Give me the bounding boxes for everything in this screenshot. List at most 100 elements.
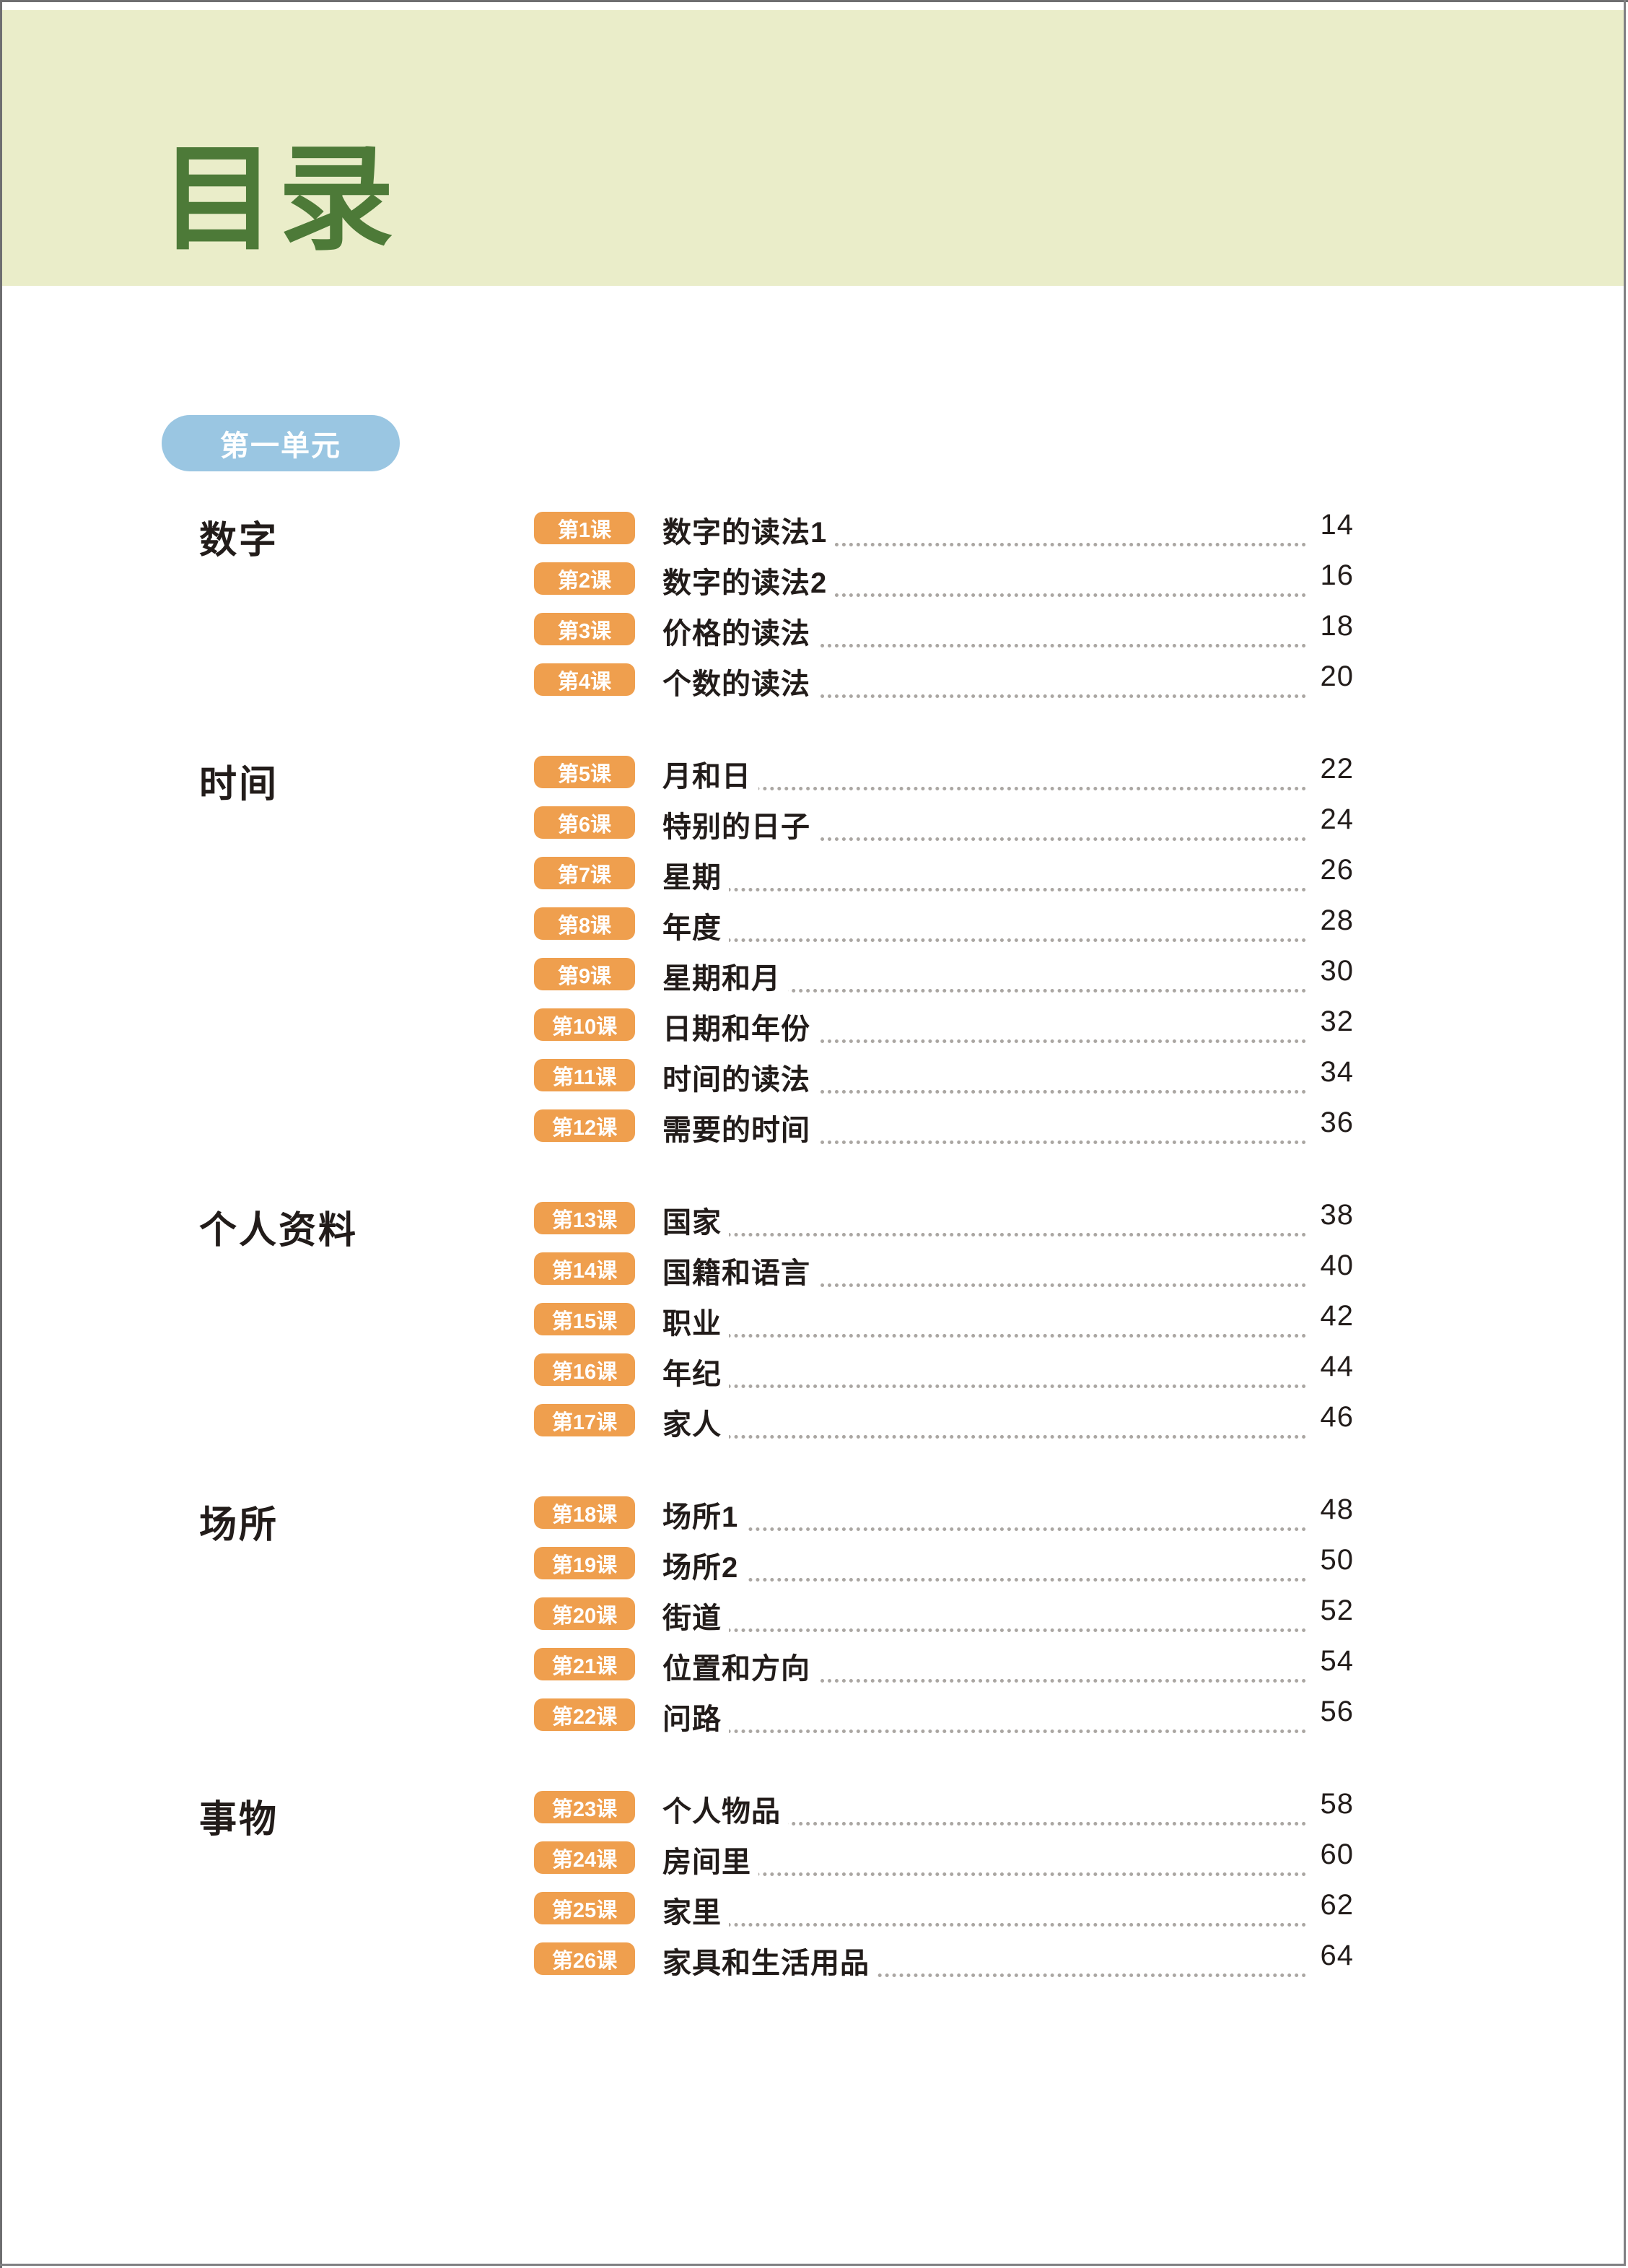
- lesson-row[interactable]: 第9课 星期和月 30: [0, 951, 1628, 1002]
- lesson-title[interactable]: 房间里: [662, 1839, 758, 1880]
- section-heading: 个人资料: [199, 1210, 359, 1252]
- lesson-row[interactable]: 第14课 国籍和语言 40: [0, 1246, 1628, 1296]
- lesson-page-number: 36: [1320, 1107, 1354, 1138]
- lesson-number-badge: 第3课: [534, 613, 635, 645]
- section-heading: 数字: [199, 520, 279, 562]
- lesson-page-number: 28: [1320, 904, 1354, 936]
- lesson-row[interactable]: 第15课 职业 42: [0, 1296, 1628, 1347]
- lesson-row[interactable]: 第1课 数字的读法1 14: [0, 505, 1628, 556]
- lesson-row[interactable]: 第6课 特别的日子 24: [0, 800, 1628, 850]
- lesson-row[interactable]: 第21课 位置和方向 54: [0, 1641, 1628, 1692]
- lesson-row[interactable]: 第10课 日期和年份 32: [0, 1002, 1628, 1052]
- lesson-row[interactable]: 第17课 家人 46: [0, 1397, 1628, 1448]
- lesson-page-number: 38: [1320, 1199, 1354, 1231]
- dot-leader: [662, 1431, 1306, 1439]
- lesson-title[interactable]: 年度: [662, 904, 729, 946]
- dot-leader: [662, 1137, 1306, 1144]
- lesson-page-number: 64: [1320, 1940, 1354, 1971]
- dot-leader: [662, 985, 1306, 993]
- lesson-number-badge: 第24课: [534, 1841, 635, 1874]
- dot-leader: [662, 1625, 1306, 1632]
- lesson-title[interactable]: 街道: [662, 1595, 729, 1636]
- lesson-title[interactable]: 家人: [662, 1401, 729, 1443]
- lesson-page-number: 40: [1320, 1249, 1354, 1281]
- lesson-title[interactable]: 年纪: [662, 1351, 729, 1392]
- lesson-title[interactable]: 场所1: [662, 1493, 746, 1535]
- lesson-title[interactable]: 个数的读法: [662, 660, 818, 702]
- lesson-number-badge: 第7课: [534, 857, 635, 889]
- lesson-page-number: 30: [1320, 955, 1354, 987]
- lesson-page-number: 26: [1320, 854, 1354, 886]
- lesson-title[interactable]: 需要的时间: [662, 1107, 818, 1148]
- lesson-row[interactable]: 第16课 年纪 44: [0, 1347, 1628, 1397]
- lesson-number-badge: 第8课: [534, 907, 635, 940]
- dot-leader: [662, 783, 1306, 790]
- lesson-number-badge: 第1课: [534, 512, 635, 544]
- lesson-number-badge: 第17课: [534, 1404, 635, 1436]
- lesson-page-number: 14: [1320, 509, 1354, 541]
- lesson-row[interactable]: 第18课 场所1 48: [0, 1490, 1628, 1540]
- lesson-row[interactable]: 第22课 问路 56: [0, 1692, 1628, 1743]
- lesson-rows: 第5课 月和日 22 第6课 特别的日子 24 第7课 星期 26 第8课 年度 28 第9课 星期和月 3…: [0, 749, 1628, 1153]
- lesson-page-number: 42: [1320, 1300, 1354, 1332]
- lesson-page-number: 16: [1320, 559, 1354, 591]
- lesson-title[interactable]: 特别的日子: [662, 803, 818, 845]
- lesson-title[interactable]: 家里: [662, 1889, 729, 1931]
- lesson-page-number: 62: [1320, 1889, 1354, 1921]
- lesson-page-number: 32: [1320, 1006, 1354, 1037]
- lesson-number-badge: 第11课: [534, 1059, 635, 1091]
- dot-leader: [662, 590, 1306, 597]
- lesson-row[interactable]: 第13课 国家 38: [0, 1195, 1628, 1246]
- lesson-title[interactable]: 价格的读法: [662, 610, 818, 652]
- lesson-row[interactable]: 第11课 时间的读法 34: [0, 1052, 1628, 1103]
- lesson-page-number: 56: [1320, 1696, 1354, 1727]
- lesson-row[interactable]: 第7课 星期 26: [0, 850, 1628, 901]
- dot-leader: [662, 1726, 1306, 1733]
- lesson-title[interactable]: 场所2: [662, 1544, 746, 1586]
- lesson-title[interactable]: 星期和月: [662, 955, 788, 997]
- lesson-row[interactable]: 第4课 个数的读法 20: [0, 657, 1628, 707]
- lesson-row[interactable]: 第20课 街道 52: [0, 1591, 1628, 1641]
- lesson-title[interactable]: 个人物品: [662, 1788, 788, 1830]
- dot-leader: [662, 1574, 1306, 1582]
- lesson-number-badge: 第4课: [534, 663, 635, 696]
- lesson-row[interactable]: 第19课 场所2 50: [0, 1540, 1628, 1591]
- toc-section: 数字 第1课 数字的读法1 14 第2课 数字的读法2 16 第3课 价格的读法 18 第4课 个数的…: [0, 505, 1628, 707]
- lesson-row[interactable]: 第23课 个人物品 58: [0, 1784, 1628, 1835]
- lesson-title[interactable]: 位置和方向: [662, 1645, 818, 1687]
- lesson-row[interactable]: 第5课 月和日 22: [0, 749, 1628, 800]
- lesson-row[interactable]: 第2课 数字的读法2 16: [0, 556, 1628, 606]
- lesson-row[interactable]: 第12课 需要的时间 36: [0, 1103, 1628, 1153]
- lesson-title[interactable]: 职业: [662, 1300, 729, 1342]
- lesson-row[interactable]: 第24课 房间里 60: [0, 1835, 1628, 1885]
- lesson-title[interactable]: 日期和年份: [662, 1006, 818, 1047]
- dot-leader: [662, 539, 1306, 546]
- lesson-row[interactable]: 第8课 年度 28: [0, 901, 1628, 951]
- lesson-page-number: 24: [1320, 803, 1354, 835]
- lesson-title[interactable]: 家具和生活用品: [662, 1940, 877, 1981]
- lesson-row[interactable]: 第26课 家具和生活用品 64: [0, 1936, 1628, 1986]
- lesson-number-badge: 第9课: [534, 958, 635, 990]
- lesson-title[interactable]: 数字的读法1: [662, 509, 835, 551]
- lesson-number-badge: 第19课: [534, 1547, 635, 1579]
- lesson-row[interactable]: 第3课 价格的读法 18: [0, 606, 1628, 657]
- lesson-title[interactable]: 问路: [662, 1696, 729, 1737]
- unit-badge: 第一单元: [162, 415, 400, 471]
- dot-leader: [662, 1675, 1306, 1683]
- lesson-title[interactable]: 月和日: [662, 753, 758, 795]
- dot-leader: [662, 1086, 1306, 1094]
- lesson-number-badge: 第23课: [534, 1791, 635, 1823]
- lesson-title[interactable]: 数字的读法2: [662, 559, 835, 601]
- dot-leader: [662, 884, 1306, 891]
- lesson-number-badge: 第6课: [534, 806, 635, 839]
- lesson-title[interactable]: 星期: [662, 854, 729, 896]
- lesson-number-badge: 第20课: [534, 1597, 635, 1630]
- lesson-title[interactable]: 国籍和语言: [662, 1249, 818, 1291]
- dot-leader: [662, 691, 1306, 698]
- lesson-number-badge: 第21课: [534, 1648, 635, 1680]
- lesson-row[interactable]: 第25课 家里 62: [0, 1885, 1628, 1936]
- lesson-title[interactable]: 时间的读法: [662, 1056, 818, 1098]
- lesson-title[interactable]: 国家: [662, 1199, 729, 1241]
- lesson-page-number: 58: [1320, 1788, 1354, 1820]
